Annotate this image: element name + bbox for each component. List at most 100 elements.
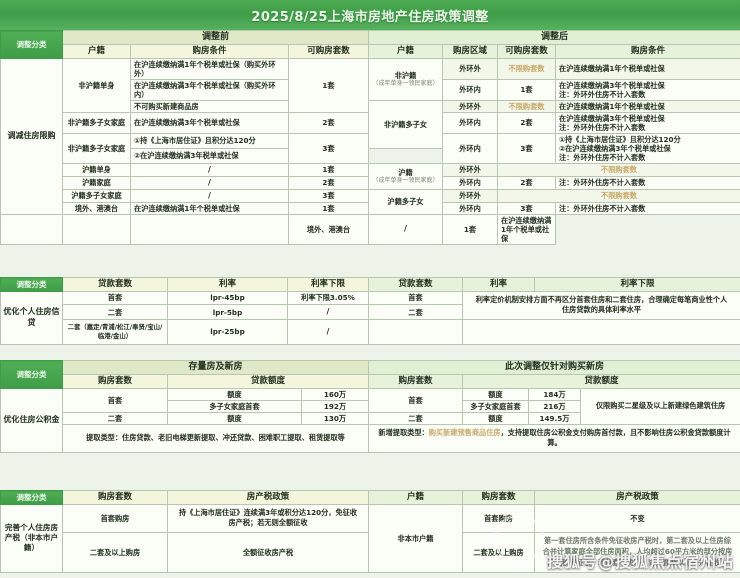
b-hukou-1: 非沪籍多子女家庭 <box>62 111 131 134</box>
page-title-bar: 2025/8/25上海市房地产住房政策调整 <box>0 0 740 30</box>
t-b-count-1: 二套及以上购房 <box>62 532 168 573</box>
a-area-3: 外环内 <box>442 111 498 134</box>
table-row: 二套（嘉定/青浦/松江/奉贤/宝山/临港/金山） lpr-25bp / <box>1 319 740 345</box>
table-row: 完善个人住房房产税（非本市户籍） 首套购房 持《上海市居住证》连续满3年或积分达… <box>0 503 740 573</box>
f-a-note-prefix: 新增提取类型： <box>378 427 429 437</box>
table-row: 沪籍单身 / 1套 沪籍 （成年单身一领民家庭） 外环外 不限购套数 <box>1 162 740 190</box>
t-a-hukou: 非本市户籍 <box>368 503 463 573</box>
c-b-floor-1: / <box>287 304 369 321</box>
a-hukou-5: 沪籍 （成年单身一领民家庭） <box>368 162 443 190</box>
a-cond-0: 在沪连续缴纳满1年个税单或社保 <box>554 57 740 80</box>
f-b-amt-0: 160万 <box>301 387 369 401</box>
f-b-amt-1: 192万 <box>301 399 369 413</box>
c-b-count-0: 首套 <box>62 290 168 306</box>
b-count-4: 2套 <box>288 175 369 190</box>
table-row: 境外、港澳台 在沪连续缴纳满1年个税单或社保 1套 外环内 3套 注：外环外住房… <box>1 201 740 215</box>
section-provident-fund: 调整分类 存量房及新房 此次调整仅针对购买新房 购房套数 贷款额度 购房套数 贷… <box>0 359 740 453</box>
row-label-credit: 优化个人住房信贷 <box>0 290 63 345</box>
b-cond-4: / <box>130 175 289 190</box>
b-count-2: 3套 <box>288 132 369 164</box>
b-cond-2-1: ②在沪连续缴纳满3年税单或社保 <box>130 147 289 164</box>
a-hukou-0-sub: （成年单身一领民家庭） <box>372 80 439 88</box>
row-label-tax: 完善个人住房房产税（非本市户籍） <box>0 503 63 573</box>
a-hukou-9: 境外、港澳台 <box>288 213 369 245</box>
header-only-new: 此次调整仅针对购买新房 <box>367 359 740 376</box>
a-area-9: / <box>368 213 443 245</box>
c-b-rate-2: lpr-25bp <box>167 319 288 345</box>
a-cond-4-2: 注：外环外住房不计入套数 <box>559 152 646 162</box>
col-loan-amount-after: 贷款额度 <box>461 374 740 389</box>
provident-fund-table: 调整分类 存量房及新房 此次调整仅针对购买新房 购房套数 贷款额度 购房套数 贷… <box>0 359 740 453</box>
a-cond-8: 注：外环外住房不计入套数 <box>554 201 740 215</box>
f-a-count-2: 二套 <box>368 411 463 425</box>
f-b-item-1: 多子女家庭首套 <box>167 399 302 413</box>
a-count-8: 3套 <box>497 201 556 215</box>
b-filler-1 <box>0 213 63 245</box>
f-a-item-2: 额度 <box>462 411 529 425</box>
a-cond-4-0: ①持《上海市居住证》且积分达120分 <box>559 134 681 144</box>
c-b-rate-0: lpr-45bp <box>167 290 288 306</box>
b-hukou-0: 非沪籍单身 <box>62 57 131 113</box>
f-b-note: 提取类型：住房贷款、老旧电梯更新提取、冲还贷款、困难职工提取、租赁提取等 <box>62 423 369 453</box>
table-row: 调整分类 购房套数 房产税政策 户籍 购房套数 房产税政策 <box>0 490 740 505</box>
b-hukou-6: 境外、港澳台 <box>62 201 131 215</box>
a-hukou-7: 沪籍多子女 <box>368 188 443 215</box>
a-count-1: 1套 <box>497 78 556 101</box>
b-cond-5: / <box>130 188 289 203</box>
header-before: 调整前 <box>62 29 369 46</box>
table-row: 二套 额度 130万 二套 额度 149.5万 <box>1 411 740 425</box>
table-row: ②在沪连续缴纳满3年税单或社保 <box>1 147 740 164</box>
c-b-rate-1: lpr-5bp <box>167 304 288 321</box>
table-row: 非沪籍多子女家庭 ①持《上海市居住证》且积分达120分 3套 外环内 3套 ①持… <box>1 132 740 164</box>
f-a-note-rest: ，支持提取住房公积金支付购房首付款，且不影响住房公积金贷款额度计算。 <box>500 427 731 448</box>
table-row: 调减住房限购 非沪籍单身 在沪连续缴纳满1年个税单或社保（购买外环外） 1套 非… <box>0 57 740 215</box>
a-count-0: 不限购套数 <box>497 57 556 80</box>
a-cond-2: 在沪连续缴纳满1年个税单或社保 <box>554 99 740 113</box>
credit-table: 调整分类 贷款套数 利率 利率下限 贷款套数 利率 利率下限 优化个人住房信贷 … <box>0 277 740 345</box>
b-filler-3 <box>130 213 289 245</box>
b-count-3: 1套 <box>288 162 369 177</box>
b-hukou-4: 沪籍家庭 <box>62 175 131 190</box>
section-credit: 调整分类 贷款套数 利率 利率下限 贷款套数 利率 利率下限 优化个人住房信贷 … <box>0 277 740 345</box>
a-area-4: 外环内 <box>442 132 498 164</box>
col-floor-before: 利率下限 <box>287 277 369 292</box>
c-a-count-1: 二套 <box>368 304 463 321</box>
f-b-count-2: 二套 <box>62 411 168 425</box>
a-cond-3: 在沪连续缴纳满3年个税单或社保 注：外环外住房不计入套数 <box>554 111 740 134</box>
col-count-tax-before: 购房套数 <box>62 490 168 505</box>
f-a-amt-2: 149.5万 <box>528 411 581 425</box>
table-row: 户籍 购房条件 可购房套数 户籍 购房区域 可购房套数 购房条件 <box>1 44 740 59</box>
a-count-4: 3套 <box>497 132 556 164</box>
a-cond-3-1: 注：外环外住房不计入套数 <box>559 122 646 132</box>
t-b-policy-1: 全额征收房产税 <box>167 532 369 573</box>
table-row: 调整分类 存量房及新房 此次调整仅针对购买新房 <box>0 359 740 389</box>
b-count-6: 1套 <box>288 201 369 215</box>
f-a-amt-1: 216万 <box>528 399 581 413</box>
col-loan-amount-before: 贷款额度 <box>167 374 369 389</box>
b-hukou-2: 非沪籍多子女家庭 <box>62 132 131 164</box>
b-cond-6: 在沪连续缴纳满1年个税单或社保 <box>130 201 289 215</box>
f-b-amt-2: 130万 <box>301 411 369 425</box>
table-row: 调整分类 调整前 调整后 <box>0 29 740 59</box>
f-b-item-2: 额度 <box>167 411 302 425</box>
col-hukou-tax-after: 户籍 <box>368 490 463 505</box>
b-cond-2-0: ①持《上海市居住证》且积分达120分 <box>130 132 289 149</box>
a-hukou-0-main: 非沪籍 <box>394 71 417 81</box>
b-hukou-3: 沪籍单身 <box>62 162 131 177</box>
c-b-count-2: 二套（嘉定/青浦/松江/奉贤/宝山/临港/金山） <box>62 319 168 345</box>
a-cond-1-1: 注：外环外住房不计入套数 <box>559 89 646 99</box>
c-a-note: 利率定价机制安排方面不再区分首套住房和二套住房，合理确定每笔商业性个人住房贷款的… <box>462 290 740 321</box>
a-hukou-5-sub: （成年单身一领民家庭） <box>372 177 439 185</box>
t-a-count-1: 二套及以上购房 <box>462 532 535 573</box>
header-after: 调整后 <box>367 29 740 46</box>
a-cond-1: 在沪连续缴纳满3年个税单或社保 注：外环外住房不计入套数 <box>554 78 740 101</box>
c-a-count-0: 首套 <box>368 290 463 306</box>
b-hukou-5: 沪籍多子女家庭 <box>62 188 131 203</box>
a-area-7: 外环外 <box>442 188 498 203</box>
col-condition-before: 购房条件 <box>130 44 289 59</box>
table-row: 购房套数 贷款额度 购房套数 贷款额度 <box>1 374 740 389</box>
f-a-item-0: 额度 <box>462 387 529 401</box>
c-b-floor-2: / <box>287 319 369 345</box>
col-hukou-before: 户籍 <box>62 44 131 59</box>
